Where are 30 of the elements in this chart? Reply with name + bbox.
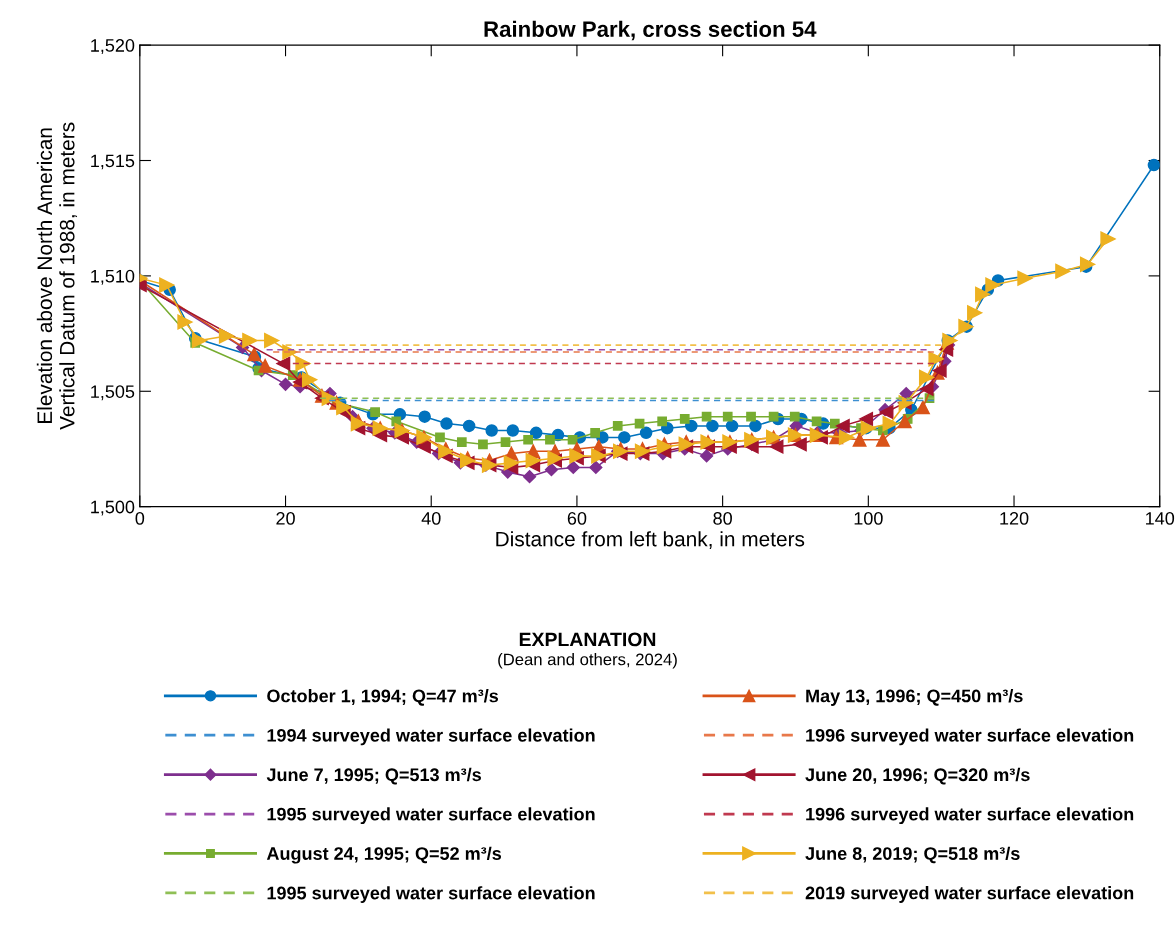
legend-label: June 7, 1995; Q=513 m³/s (266, 767, 481, 785)
legend-label: 1996 surveyed water surface elevation (806, 728, 1134, 746)
y-tick-label: 1,505 (91, 385, 135, 401)
legend-label: October 1, 1994; Q=47 m³/s (267, 689, 499, 706)
legend-label: 2019 surveyed water surface elevation (805, 886, 1134, 903)
legend-label: 1995 surveyed water surface elevation (267, 807, 595, 825)
x-tick-label: 60 (567, 512, 587, 525)
y-tick-label: 1,515 (91, 154, 135, 170)
y-tick-label: 1,510 (91, 269, 135, 285)
x-tick-label: 140 (1146, 512, 1175, 525)
legend-label: 1996 surveyed water surface elevation (806, 807, 1134, 825)
y-tick-label: 1,520 (91, 39, 135, 54)
x-tick-label: 100 (854, 512, 883, 525)
legend-label: June 20, 1996; Q=320 m³/s (805, 767, 1030, 785)
x-tick-label: 120 (1000, 512, 1029, 525)
chart-title: Rainbow Park, cross section 54 (484, 20, 817, 41)
x-tick-label: 80 (713, 512, 732, 525)
legend-label: August 24, 1995; Q=52 m³/s (266, 846, 502, 864)
legend-title: EXPLANATION (519, 632, 656, 647)
legend-label: June 8, 2019; Q=518 m³/s (805, 846, 1020, 864)
x-tick-label: 40 (421, 512, 441, 525)
y-axis-title: Elevation above North American Vertical Datum of 1988, in meters (36, 122, 78, 430)
text: (Dean and others, 2024) (498, 653, 677, 669)
legend-label: 1995 surveyed water surface elevation (267, 886, 595, 903)
y-tick-label: 1,500 (91, 500, 135, 516)
x-tick-label: 0 (135, 512, 145, 525)
legend-label: 1994 surveyed water surface elevation (267, 728, 595, 746)
legend-label: May 13, 1996; Q=450 m³/s (806, 689, 1023, 706)
x-axis-title: Distance from left bank, in meters (496, 531, 805, 549)
x-tick-label: 20 (276, 512, 295, 525)
